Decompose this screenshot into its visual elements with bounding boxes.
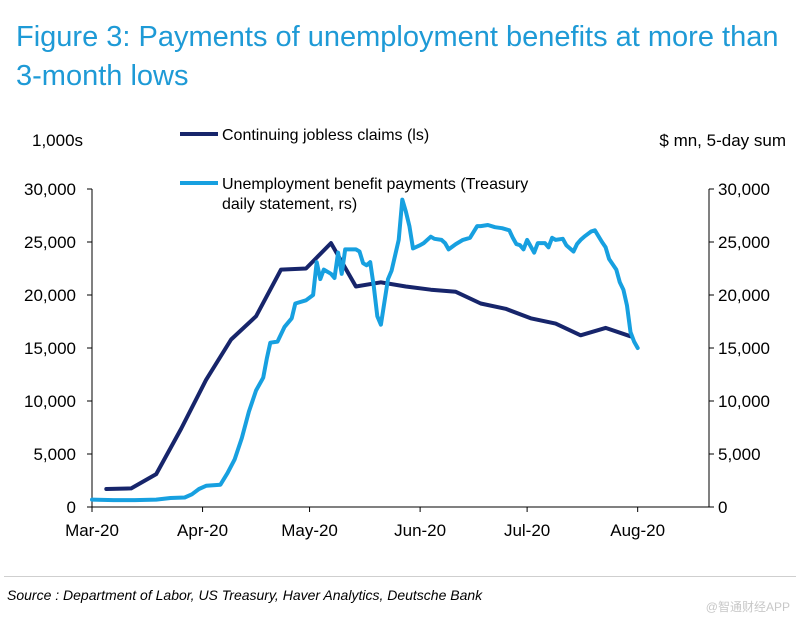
right-y-tick-label: 5,000: [718, 445, 761, 464]
x-tick-label: Apr-20: [177, 521, 228, 540]
legend-label-claims: Continuing jobless claims (ls): [222, 127, 429, 144]
watermark: @智通财经APP: [705, 600, 790, 614]
x-tick-label: Mar-20: [65, 521, 119, 540]
right-y-tick-label: 20,000: [718, 286, 770, 305]
left-y-tick-label: 30,000: [24, 180, 76, 199]
right-y-tick-label: 0: [718, 498, 727, 517]
axes: 0 0 5,000 5,000 10,000 10,000 15,000 15,000 20,0…: [24, 180, 770, 540]
legend-label-payments-line-1: Unemployment benefit payments (Treasury: [222, 176, 528, 193]
right-y-tick-label: 25,000: [718, 233, 770, 252]
right-axis-unit: $ mn, 5-day sum: [659, 131, 786, 150]
legend: Continuing jobless claims (ls) Unemploym…: [180, 127, 533, 213]
right-y-tick-label: 30,000: [718, 180, 770, 199]
x-tick-label: Aug-20: [610, 521, 665, 540]
left-axis-unit: 1,000s: [32, 131, 83, 150]
x-tick-label: May-20: [281, 521, 338, 540]
source-divider: [4, 576, 796, 577]
left-y-tick-label: 20,000: [24, 286, 76, 305]
x-tick-label: Jun-20: [394, 521, 446, 540]
source-note: Source : Department of Labor, US Treasur…: [7, 587, 483, 603]
x-tick-label: Jul-20: [504, 521, 550, 540]
series-layer: [90, 197, 640, 503]
left-y-tick-label: 15,000: [24, 339, 76, 358]
left-y-tick-label: 0: [67, 498, 76, 517]
left-y-tick-label: 5,000: [33, 445, 76, 464]
right-y-tick-label: 15,000: [718, 339, 770, 358]
chart-title: Figure 3: Payments of unemployment benef…: [16, 21, 779, 92]
series-line-continuing-claims: [104, 241, 633, 491]
legend-label-payments-line-2: daily statement, rs): [222, 196, 357, 213]
left-y-tick-label: 25,000: [24, 233, 76, 252]
legend-label-payments: Unemployment benefit payments (Treasury …: [222, 176, 533, 213]
series-line-benefit-payments: [90, 197, 640, 503]
right-y-tick-label: 10,000: [718, 392, 770, 411]
left-y-tick-label: 10,000: [24, 392, 76, 411]
